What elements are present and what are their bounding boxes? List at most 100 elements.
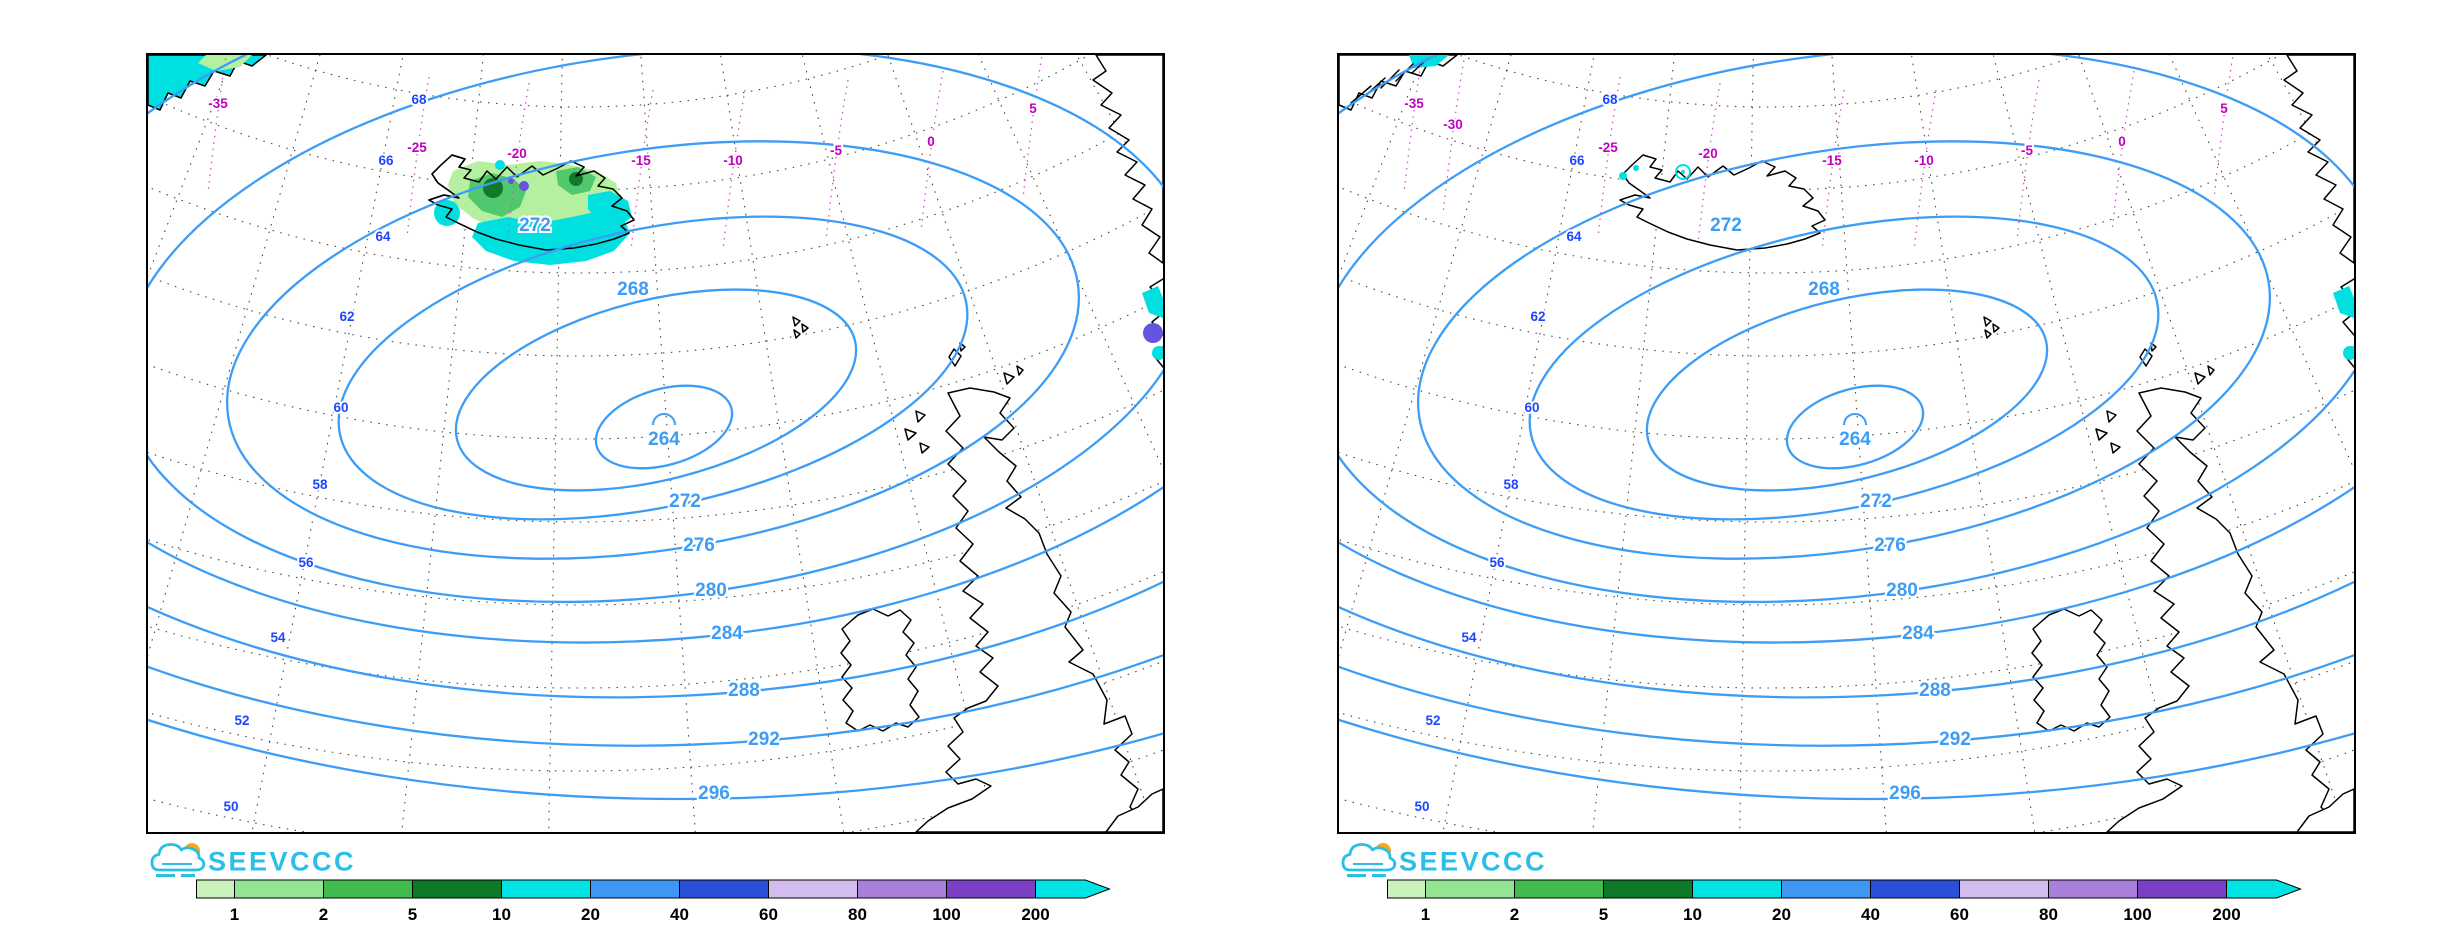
svg-text:50: 50 <box>223 799 238 814</box>
svg-text:62: 62 <box>339 309 354 324</box>
svg-text:5: 5 <box>1029 101 1037 116</box>
svg-text:100: 100 <box>2123 905 2151 924</box>
svg-text:100: 100 <box>932 905 960 924</box>
svg-text:56: 56 <box>298 555 314 570</box>
svg-text:288: 288 <box>1919 680 1951 701</box>
svg-text:2: 2 <box>319 905 328 924</box>
svg-text:0: 0 <box>927 134 935 149</box>
svg-text:68: 68 <box>411 92 427 107</box>
svg-text:-10: -10 <box>723 153 743 168</box>
svg-text:-15: -15 <box>1822 153 1842 168</box>
svg-text:40: 40 <box>1861 905 1880 924</box>
svg-text:272: 272 <box>1710 215 1742 236</box>
svg-text:60: 60 <box>333 400 348 415</box>
low-center-symbol <box>652 413 676 426</box>
svg-text:5: 5 <box>2220 101 2228 116</box>
svg-text:54: 54 <box>1461 630 1477 645</box>
svg-text:296: 296 <box>698 783 730 804</box>
svg-text:54: 54 <box>270 630 286 645</box>
svg-text:50: 50 <box>1414 799 1429 814</box>
seevccc-logo: SEEVCCC <box>150 843 356 877</box>
temperature-contours <box>1403 55 2234 251</box>
map-dream8: 272 268 264 272 276 280 284 288 292 296 68 66 64 62 60… <box>1337 53 2356 834</box>
svg-text:264: 264 <box>1839 429 1871 450</box>
svg-text:264: 264 <box>648 429 680 450</box>
svg-text:272: 272 <box>669 491 701 512</box>
svg-text:80: 80 <box>848 905 867 924</box>
svg-text:284: 284 <box>711 623 743 644</box>
svg-text:58: 58 <box>312 477 328 492</box>
logo-text: SEEVCCC <box>208 847 356 877</box>
svg-text:80: 80 <box>2039 905 2058 924</box>
svg-text:-5: -5 <box>2021 143 2033 158</box>
svg-text:5: 5 <box>1599 905 1608 924</box>
latitude-labels: 68 66 64 62 60 58 56 54 52 50 <box>1412 90 1620 816</box>
svg-text:52: 52 <box>234 713 249 728</box>
svg-text:10: 10 <box>1683 905 1702 924</box>
svg-text:292: 292 <box>1939 729 1971 750</box>
svg-text:280: 280 <box>1886 580 1918 601</box>
temperature-contours <box>207 55 1043 251</box>
seevccc-cloud-icon <box>1341 843 1397 877</box>
svg-text:5: 5 <box>408 905 417 924</box>
panel-dream8: DREAM8-Iceland: Accumulated snow (cm) an… <box>1337 0 2356 925</box>
svg-text:-35: -35 <box>208 96 228 111</box>
seevccc-cloud-icon <box>150 843 206 877</box>
svg-text:-35: -35 <box>1404 96 1424 111</box>
snow-colorbar: 1 2 5 10 20 40 60 80 100 200 <box>1387 879 2302 924</box>
svg-text:292: 292 <box>748 729 780 750</box>
colorbar-labels: 1 2 5 10 20 40 60 80 100 200 <box>1421 905 2241 924</box>
svg-text:276: 276 <box>1874 535 1906 556</box>
logo-text: SEEVCCC <box>1399 847 1547 877</box>
svg-text:1: 1 <box>230 905 239 924</box>
svg-text:40: 40 <box>670 905 689 924</box>
svg-text:56: 56 <box>1489 555 1505 570</box>
svg-text:66: 66 <box>378 153 394 168</box>
svg-text:-5: -5 <box>830 143 842 158</box>
svg-text:64: 64 <box>375 229 391 244</box>
seevccc-logo: SEEVCCC <box>1341 843 1547 877</box>
svg-text:-20: -20 <box>1698 146 1718 161</box>
temperature-labels: -35 -30 -25 -20 -15 -10 -5 0 5 <box>1402 94 2230 170</box>
svg-text:64: 64 <box>1566 229 1582 244</box>
svg-text:-20: -20 <box>507 146 527 161</box>
temperature-labels: -35 -25 -20 -15 -10 -5 0 5 <box>206 94 1039 170</box>
svg-text:20: 20 <box>581 905 600 924</box>
svg-text:60: 60 <box>1524 400 1539 415</box>
svg-text:200: 200 <box>2212 905 2240 924</box>
svg-text:-25: -25 <box>1598 140 1618 155</box>
graticule <box>148 55 1163 832</box>
colorbar-segments <box>196 879 1111 899</box>
snow-shading <box>428 154 635 265</box>
svg-text:52: 52 <box>1425 713 1440 728</box>
svg-text:10: 10 <box>492 905 511 924</box>
svg-text:58: 58 <box>1503 477 1519 492</box>
svg-text:268: 268 <box>1808 279 1840 300</box>
colorbar-segments <box>1387 879 2302 899</box>
svg-text:280: 280 <box>695 580 727 601</box>
svg-text:68: 68 <box>1602 92 1618 107</box>
contour-labels: 272 268 264 272 276 280 284 288 292 296 <box>1708 213 1973 806</box>
svg-text:272: 272 <box>519 215 551 236</box>
svg-text:-25: -25 <box>407 140 427 155</box>
svg-text:60: 60 <box>759 905 778 924</box>
svg-text:276: 276 <box>683 535 715 556</box>
contour-labels: 272 268 264 272 276 280 284 288 292 296 <box>517 213 782 806</box>
geopotential-contours <box>1339 55 2354 800</box>
low-center-symbol <box>1843 413 1867 426</box>
geopotential-contours <box>148 55 1163 800</box>
coastlines <box>1339 55 2354 832</box>
map-ecmwf: 272 268 264 272 276 280 284 288 292 296 68 66 64 62 60… <box>146 53 1165 834</box>
svg-text:0: 0 <box>2118 134 2126 149</box>
svg-text:296: 296 <box>1889 783 1921 804</box>
graticule <box>1339 55 2354 832</box>
svg-text:200: 200 <box>1021 905 1049 924</box>
panel-ecmwf: ECMWF forecast: Snow height [cm] and 700… <box>146 0 1165 925</box>
svg-text:60: 60 <box>1950 905 1969 924</box>
latitude-labels: 68 66 64 62 60 58 56 54 52 50 <box>221 90 429 816</box>
svg-text:-30: -30 <box>1443 117 1463 132</box>
snow-markers <box>1619 164 1691 180</box>
svg-text:20: 20 <box>1772 905 1791 924</box>
svg-text:1: 1 <box>1421 905 1430 924</box>
